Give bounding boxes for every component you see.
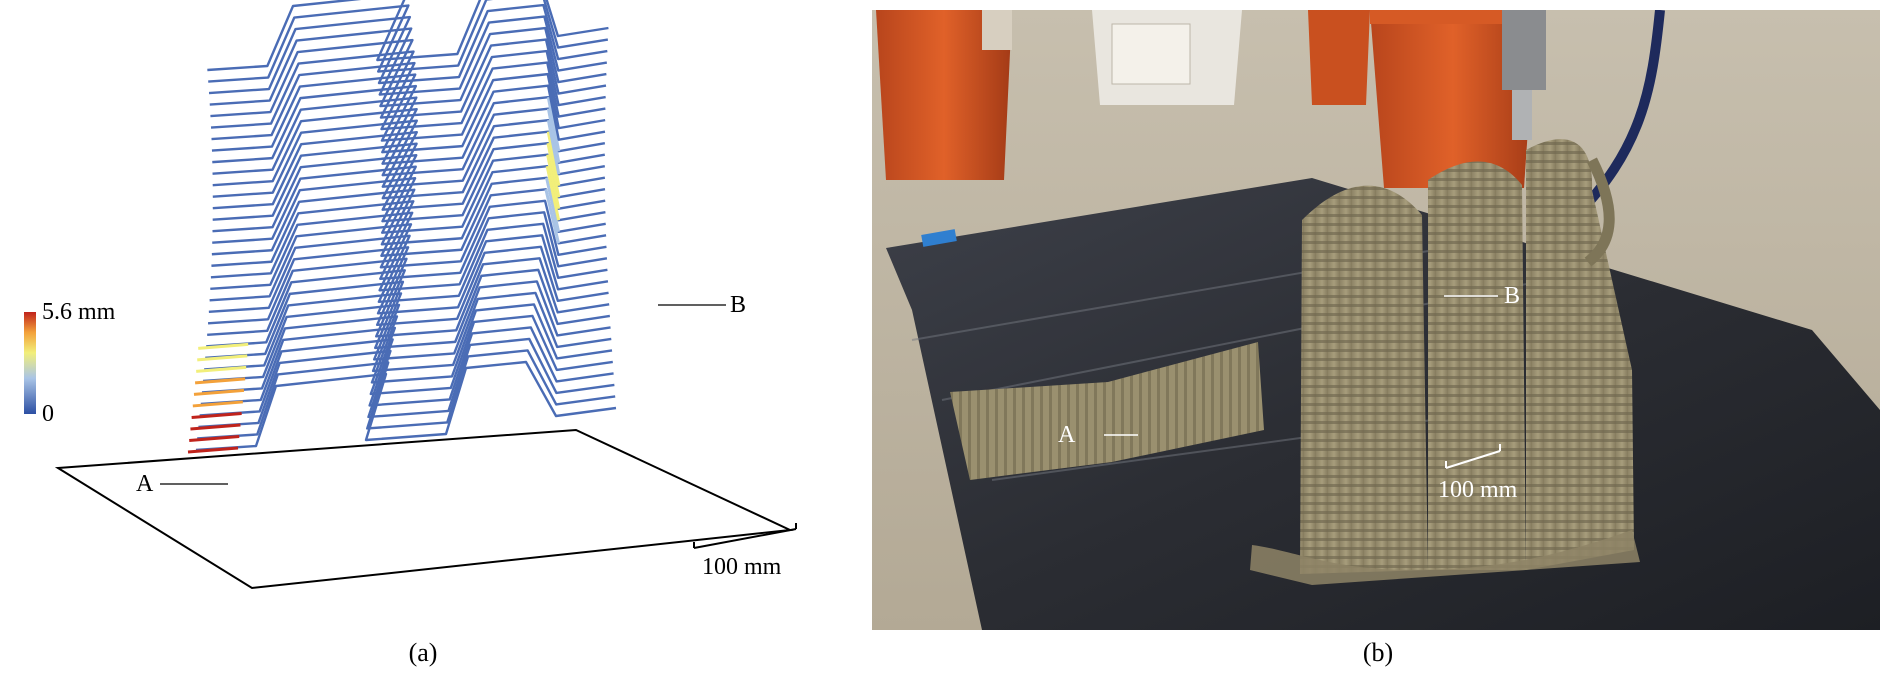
deviation-highlight-b bbox=[545, 177, 561, 233]
toolpath-layer bbox=[208, 222, 608, 314]
printed-part-photo bbox=[872, 10, 1880, 630]
deviation-highlight-a bbox=[196, 365, 247, 373]
toolpath-layer bbox=[199, 326, 614, 417]
caption-a: (a) bbox=[408, 638, 438, 667]
printed-wall-right bbox=[1526, 139, 1634, 570]
scale-bar-b-label: 100 mm bbox=[1438, 477, 1518, 503]
deviation-highlight-a bbox=[194, 377, 246, 385]
deviation-highlight-a bbox=[193, 388, 245, 396]
deviation-highlight-a bbox=[192, 400, 243, 408]
toolpath-layer bbox=[197, 349, 616, 440]
toolpath-layer bbox=[207, 245, 609, 337]
hose bbox=[1568, 10, 1665, 224]
toolpath-layer bbox=[209, 211, 608, 302]
scale-bar-b bbox=[1445, 444, 1501, 469]
toolpath-layer bbox=[211, 61, 606, 152]
deviation-highlight-a bbox=[197, 354, 248, 362]
panel-b-photo-figure: A B 100 mm bbox=[872, 10, 1880, 630]
scale-bar-a bbox=[693, 523, 797, 549]
toolpath-layer bbox=[198, 337, 615, 429]
toolpath-layer bbox=[210, 199, 607, 290]
toolpath-drawing bbox=[24, 0, 797, 590]
toolpath-layer bbox=[208, 0, 609, 83]
toolpath-layer bbox=[211, 49, 606, 141]
toolpath-layer bbox=[205, 268, 611, 360]
deviation-highlight-b bbox=[546, 96, 561, 152]
panel-a-toolpath-figure: 5.6 mm 0 A B 100 mm (a) bbox=[0, 0, 860, 678]
toolpath-layer bbox=[210, 26, 607, 118]
toolpath-layer bbox=[212, 72, 606, 164]
photo-callout-b-label: B bbox=[1504, 283, 1521, 309]
deviation-highlight-b bbox=[546, 108, 561, 163]
printed-wall-middle bbox=[1428, 161, 1526, 570]
toolpath-layer bbox=[208, 3, 608, 95]
colorbar-max-label: 5.6 mm bbox=[42, 299, 116, 325]
toolpath-layer bbox=[201, 303, 613, 394]
deviation-highlight-a bbox=[187, 446, 239, 454]
colorbar-min-label: 0 bbox=[42, 401, 54, 427]
print-nozzle bbox=[1502, 10, 1546, 90]
deviation-highlight-a bbox=[198, 342, 249, 350]
deviation-highlight-b bbox=[544, 188, 560, 244]
toolpath-layer bbox=[207, 234, 609, 325]
printed-log bbox=[950, 342, 1264, 480]
callout-a-label: A bbox=[136, 471, 154, 497]
caption-b: (b) bbox=[1362, 638, 1394, 667]
toolpath-layer bbox=[207, 0, 609, 72]
toolpath-layer bbox=[209, 15, 608, 106]
deviation-highlight-b bbox=[546, 131, 561, 186]
printed-wall-left bbox=[1300, 185, 1428, 574]
toolpath-layer bbox=[204, 280, 611, 371]
deviation-highlight-b bbox=[546, 154, 561, 210]
scale-bar-a-label: 100 mm bbox=[702, 554, 782, 580]
toolpath-layer bbox=[210, 38, 607, 129]
deviation-highlight-b bbox=[546, 119, 561, 175]
toolpath-layer bbox=[195, 360, 617, 452]
toolpath-layer bbox=[203, 291, 612, 383]
toolpath-layer bbox=[200, 314, 613, 406]
deviation-highlight-a bbox=[191, 411, 242, 419]
buckets bbox=[876, 10, 1536, 188]
toolpath-layers bbox=[187, 0, 617, 454]
deviation-highlight-b bbox=[545, 165, 561, 221]
colorbar bbox=[24, 312, 36, 414]
photo-callout-a-label: A bbox=[1058, 422, 1076, 448]
toolpath-layer bbox=[206, 257, 610, 348]
deviation-highlight-a bbox=[189, 434, 240, 442]
toolpath-layer bbox=[212, 84, 606, 175]
deviation-highlight-b bbox=[546, 142, 561, 198]
build-plate bbox=[54, 428, 794, 590]
deviation-highlight-a bbox=[190, 423, 241, 431]
callout-b-label: B bbox=[730, 292, 747, 318]
